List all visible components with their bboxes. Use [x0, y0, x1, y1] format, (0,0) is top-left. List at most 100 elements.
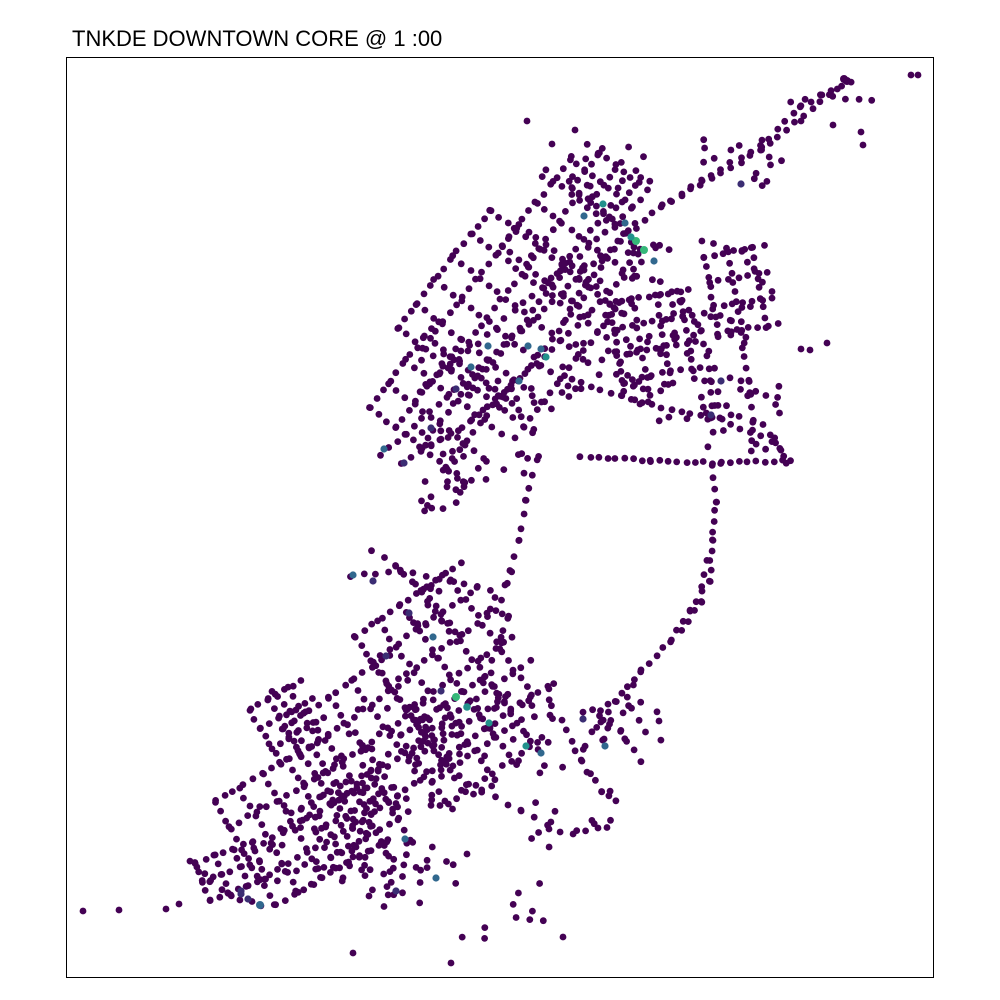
network-point	[318, 824, 325, 832]
network-point	[626, 350, 634, 358]
network-point	[762, 392, 770, 399]
network-point	[517, 413, 525, 421]
network-point	[664, 457, 672, 465]
network-point	[768, 288, 776, 295]
network-point	[759, 303, 767, 311]
network-point	[217, 807, 225, 815]
network-point	[262, 732, 270, 740]
network-point	[625, 189, 633, 197]
network-point	[687, 355, 695, 363]
network-point	[468, 605, 475, 612]
network-point	[475, 349, 483, 357]
network-point	[428, 767, 436, 775]
network-point	[797, 345, 805, 353]
network-point	[684, 618, 692, 625]
network-point	[356, 852, 363, 860]
network-point	[710, 301, 717, 309]
network-point	[452, 345, 460, 353]
network-point	[491, 594, 499, 601]
network-point	[547, 368, 554, 376]
network-point	[564, 382, 572, 390]
network-point	[838, 82, 845, 90]
network-point	[454, 587, 462, 594]
network-point	[697, 598, 705, 605]
network-point	[226, 868, 234, 876]
network-point	[561, 259, 569, 267]
network-point	[228, 788, 236, 795]
network-point	[278, 860, 286, 868]
network-point	[728, 317, 735, 325]
network-point	[454, 475, 461, 482]
network-point	[372, 800, 379, 808]
network-point	[548, 346, 556, 353]
network-point	[529, 306, 537, 314]
network-point	[698, 176, 705, 184]
network-point	[636, 335, 643, 343]
network-point	[518, 701, 526, 709]
network-point	[579, 715, 587, 723]
network-point	[565, 393, 573, 400]
network-point	[611, 348, 619, 356]
network-point	[436, 457, 443, 465]
network-point	[655, 311, 663, 319]
network-point	[747, 303, 754, 310]
network-point	[712, 498, 720, 506]
network-point	[404, 596, 412, 604]
network-point	[607, 246, 614, 254]
network-point	[417, 448, 425, 455]
network-point	[260, 770, 267, 778]
network-point	[578, 757, 586, 765]
network-point	[763, 178, 771, 185]
network-point	[598, 257, 606, 265]
network-point	[283, 755, 290, 763]
network-point	[546, 389, 554, 397]
network-point	[240, 794, 247, 802]
network-point	[311, 825, 318, 833]
network-point	[363, 784, 371, 792]
network-point	[422, 345, 430, 353]
network-point	[720, 427, 727, 434]
network-point	[587, 454, 595, 461]
network-point	[451, 458, 458, 465]
network-point	[262, 830, 269, 838]
network-point	[567, 153, 575, 160]
network-point	[575, 303, 583, 310]
network-point	[588, 306, 596, 314]
network-point	[640, 246, 648, 254]
network-point	[419, 699, 427, 707]
network-point	[467, 363, 475, 371]
network-point	[421, 478, 429, 485]
network-point	[787, 98, 795, 106]
network-point	[549, 283, 557, 291]
network-point	[386, 820, 393, 828]
network-point	[544, 738, 552, 746]
network-point	[569, 199, 576, 207]
network-point	[508, 334, 515, 342]
network-point	[412, 761, 419, 768]
network-point	[351, 633, 359, 641]
network-point	[624, 249, 632, 256]
network-point	[562, 316, 569, 324]
network-point	[533, 406, 541, 413]
network-point	[466, 697, 474, 705]
network-point	[443, 753, 451, 761]
network-point	[422, 620, 429, 627]
network-point	[384, 891, 392, 899]
network-point	[765, 135, 773, 143]
network-point	[483, 393, 490, 401]
network-point	[515, 757, 522, 765]
network-point	[720, 302, 728, 310]
network-point	[665, 413, 673, 421]
network-point	[462, 596, 470, 603]
network-point	[505, 233, 513, 241]
network-point	[502, 296, 510, 303]
network-point	[418, 679, 426, 686]
network-point	[496, 645, 504, 653]
network-point	[367, 822, 374, 830]
network-point	[464, 752, 471, 760]
network-point	[619, 177, 626, 185]
network-point	[363, 650, 370, 658]
network-point	[426, 451, 434, 459]
network-point	[708, 547, 716, 555]
network-point	[607, 202, 615, 209]
